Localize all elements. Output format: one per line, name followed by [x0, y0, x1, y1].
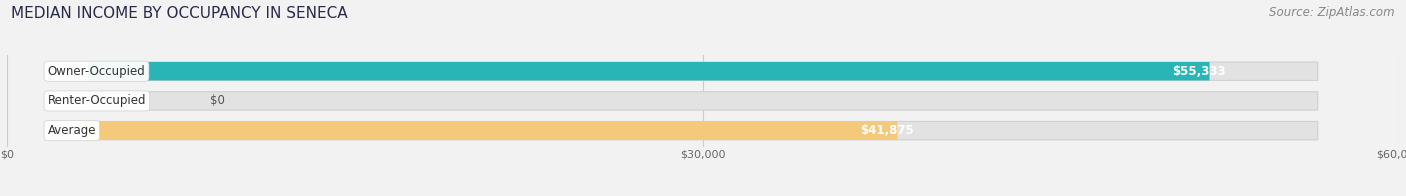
Text: Renter-Occupied: Renter-Occupied — [48, 94, 146, 107]
Text: $0: $0 — [209, 94, 225, 107]
FancyBboxPatch shape — [89, 122, 1317, 140]
Text: MEDIAN INCOME BY OCCUPANCY IN SENECA: MEDIAN INCOME BY OCCUPANCY IN SENECA — [11, 6, 347, 21]
FancyBboxPatch shape — [89, 62, 1317, 80]
Text: $55,333: $55,333 — [1173, 65, 1226, 78]
Text: Average: Average — [48, 124, 96, 137]
Text: Owner-Occupied: Owner-Occupied — [48, 65, 145, 78]
FancyBboxPatch shape — [89, 92, 1317, 110]
FancyBboxPatch shape — [89, 122, 897, 140]
FancyBboxPatch shape — [89, 62, 1209, 80]
Text: $41,875: $41,875 — [860, 124, 914, 137]
Text: Source: ZipAtlas.com: Source: ZipAtlas.com — [1270, 6, 1395, 19]
